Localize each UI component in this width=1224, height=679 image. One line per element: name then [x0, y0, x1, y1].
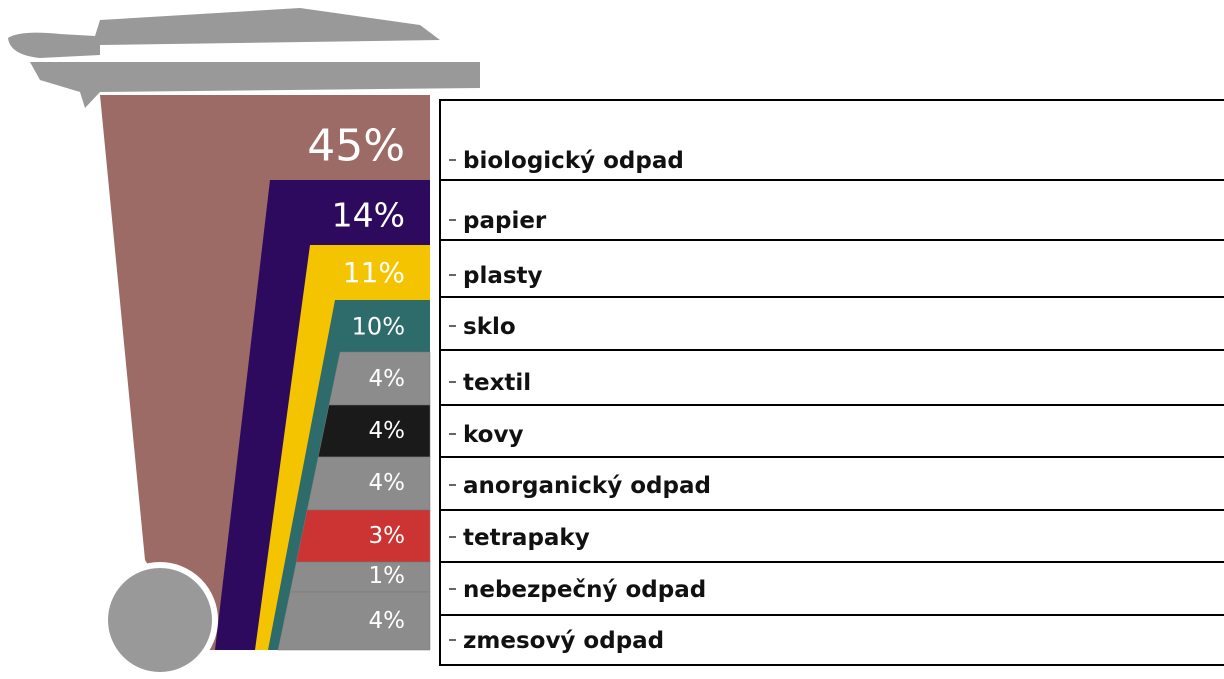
percent-label: 45% — [307, 120, 405, 171]
bin-lid — [8, 8, 480, 108]
percent-label: 1% — [369, 563, 406, 589]
item-label: sklo — [463, 314, 516, 340]
percent-label: 10% — [352, 312, 405, 340]
percent-label: 3% — [369, 523, 406, 549]
item-label: kovy — [463, 422, 523, 448]
lid-top — [8, 8, 440, 58]
item-label: textil — [463, 370, 531, 396]
percent-label: 4% — [369, 470, 406, 496]
percent-label: 4% — [369, 608, 406, 634]
item-label: anorganický odpad — [463, 473, 711, 499]
item-label: plasty — [463, 263, 543, 289]
item-label: nebezpečný odpad — [463, 577, 706, 603]
waste-bin-infographic: 45% 14% 11% 10% 4% 4% 4% 3% 1% 4% biologický odpa… — [0, 0, 1224, 679]
item-label: biologický odpad — [463, 148, 684, 174]
bin-layer — [290, 562, 430, 592]
bin-layer — [278, 592, 430, 650]
percent-label: 4% — [369, 418, 406, 444]
percent-label: 4% — [369, 366, 406, 392]
item-label: tetrapaky — [463, 525, 590, 551]
item-label: zmesový odpad — [463, 628, 664, 654]
bin-wheel — [105, 565, 215, 675]
percent-label: 14% — [332, 196, 405, 235]
percent-label: 11% — [343, 256, 405, 289]
bin-layer — [296, 510, 430, 562]
item-label: papier — [463, 208, 547, 234]
